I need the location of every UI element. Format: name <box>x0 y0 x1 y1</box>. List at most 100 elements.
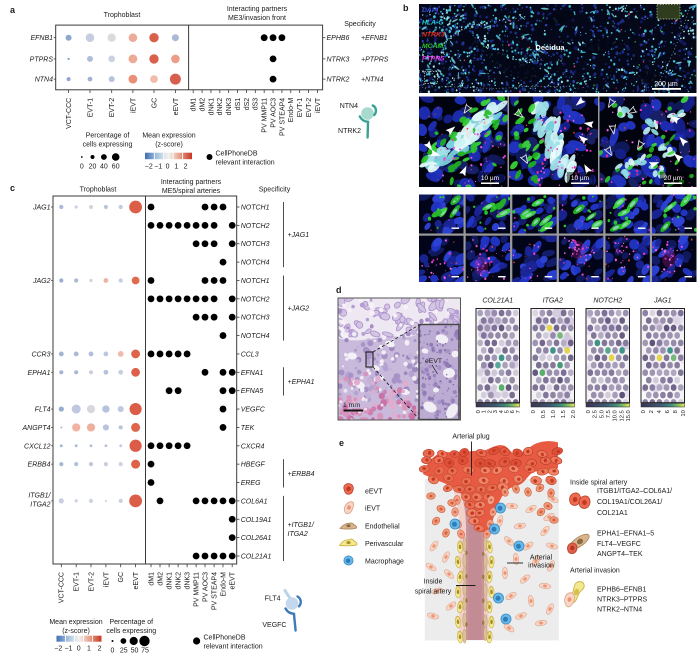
svg-text:cells expressing: cells expressing <box>83 142 133 149</box>
svg-text:NOTCH3: NOTCH3 <box>241 315 270 322</box>
svg-text:NOTCH2: NOTCH2 <box>241 296 270 303</box>
svg-text:CellPhoneDB: CellPhoneDB <box>204 635 246 642</box>
svg-text:CXCR4: CXCR4 <box>241 443 265 450</box>
svg-text:HLA-G: HLA-G <box>422 19 444 26</box>
svg-text:EREG: EREG <box>241 480 261 487</box>
svg-text:Arterial invasion: Arterial invasion <box>570 568 620 575</box>
svg-text:EVT-1: EVT-1 <box>297 98 304 118</box>
svg-text:eEVT: eEVT <box>133 571 140 589</box>
svg-text:+NTN4: +NTN4 <box>361 77 383 84</box>
svg-text:COL21A1: COL21A1 <box>241 553 272 560</box>
svg-text:40: 40 <box>100 164 108 171</box>
svg-text:Trophoblast: Trophoblast <box>80 187 117 194</box>
svg-text:Percentage of: Percentage of <box>110 619 154 626</box>
svg-text:eEVT: eEVT <box>365 489 383 496</box>
svg-text:1: 1 <box>482 410 488 413</box>
svg-text:Endothelial: Endothelial <box>365 524 400 531</box>
svg-text:+EPHA1: +EPHA1 <box>288 379 315 386</box>
svg-text:EPHA1–EFNA1–5: EPHA1–EFNA1–5 <box>597 531 654 538</box>
svg-text:dM1: dM1 <box>148 572 155 586</box>
svg-text:ITGB1/: ITGB1/ <box>28 493 51 500</box>
svg-text:0: 0 <box>531 410 537 413</box>
svg-text:60: 60 <box>112 164 120 171</box>
svg-text:d: d <box>336 285 342 295</box>
svg-text:0: 0 <box>641 410 647 413</box>
svg-text:0: 0 <box>586 410 592 413</box>
svg-text:Arterial plug: Arterial plug <box>452 434 489 441</box>
svg-text:e: e <box>339 438 344 448</box>
svg-text:NOTCH2: NOTCH2 <box>241 223 270 230</box>
svg-text:COL19A1: COL19A1 <box>241 517 272 524</box>
svg-text:NOTCH4: NOTCH4 <box>241 260 270 267</box>
svg-text:1.5: 1.5 <box>561 410 567 418</box>
svg-text:NTN4: NTN4 <box>35 77 53 84</box>
svg-text:0: 0 <box>166 164 170 171</box>
svg-text:PV AOC3: PV AOC3 <box>270 98 277 128</box>
svg-text:25: 25 <box>120 648 128 655</box>
svg-text:NTN4: NTN4 <box>340 103 358 110</box>
svg-text:4: 4 <box>499 409 505 413</box>
svg-text:Trophoblast: Trophoblast <box>104 12 141 19</box>
svg-text:EFNA1: EFNA1 <box>241 370 264 377</box>
svg-text:dNK3: dNK3 <box>226 98 233 116</box>
svg-text:VEGFC: VEGFC <box>262 622 286 629</box>
svg-text:CXCL12: CXCL12 <box>24 443 51 450</box>
svg-text:eEVT: eEVT <box>173 97 180 115</box>
svg-text:CCR3: CCR3 <box>31 351 50 358</box>
svg-text:MCAM: MCAM <box>422 43 443 50</box>
svg-text:a: a <box>10 5 16 15</box>
svg-text:relevant interaction: relevant interaction <box>204 644 263 651</box>
svg-text:dNK3: dNK3 <box>185 572 192 590</box>
svg-text:PV MMP11: PV MMP11 <box>194 572 201 607</box>
svg-text:iEVT: iEVT <box>103 571 110 587</box>
svg-text:1: 1 <box>174 164 178 171</box>
svg-text:10.0: 10.0 <box>613 410 619 421</box>
svg-text:dS1: dS1 <box>235 98 242 111</box>
svg-text:PV AOC3: PV AOC3 <box>202 572 209 602</box>
svg-text:dNK2: dNK2 <box>176 572 183 590</box>
svg-text:EVT-1: EVT-1 <box>87 98 94 118</box>
svg-text:PTPRS: PTPRS <box>422 55 445 62</box>
svg-text:JAG1: JAG1 <box>653 298 672 305</box>
svg-text:0: 0 <box>111 648 115 655</box>
svg-text:JAG2: JAG2 <box>32 278 51 285</box>
svg-text:b: b <box>403 3 409 13</box>
svg-text:20 µm: 20 µm <box>664 175 682 182</box>
svg-text:Specificity: Specificity <box>344 21 376 28</box>
svg-text:dM1: dM1 <box>191 98 198 112</box>
svg-text:PTPRS: PTPRS <box>30 56 54 63</box>
svg-text:COL21A1: COL21A1 <box>482 298 513 305</box>
svg-text:2: 2 <box>649 410 655 413</box>
svg-text:+JAG1: +JAG1 <box>288 232 310 239</box>
svg-text:dM2: dM2 <box>199 98 206 112</box>
svg-text:NTRK3–PTPRS: NTRK3–PTPRS <box>597 597 648 604</box>
svg-text:20: 20 <box>89 164 97 171</box>
svg-text:Macrophage: Macrophage <box>365 559 404 566</box>
svg-text:10: 10 <box>681 410 687 416</box>
svg-text:−1: −1 <box>154 164 162 171</box>
svg-text:HBEGF: HBEGF <box>241 462 266 469</box>
svg-text:VEGFC: VEGFC <box>241 407 266 414</box>
svg-text:Interacting partners: Interacting partners <box>161 179 222 186</box>
svg-text:8: 8 <box>673 410 679 413</box>
svg-text:2.0: 2.0 <box>571 410 577 418</box>
svg-text:EFNA5: EFNA5 <box>241 388 264 395</box>
svg-text:NOTCH2: NOTCH2 <box>593 298 622 305</box>
svg-text:EVT-2: EVT-2 <box>109 98 116 118</box>
svg-text:50: 50 <box>131 648 139 655</box>
svg-text:GC: GC <box>151 98 158 109</box>
svg-text:Perivascular: Perivascular <box>365 541 404 548</box>
svg-text:+ITGB1/: +ITGB1/ <box>288 522 315 529</box>
svg-text:COL21A1: COL21A1 <box>597 510 628 517</box>
svg-text:iEVT: iEVT <box>315 97 322 113</box>
svg-text:eEVT: eEVT <box>425 358 442 365</box>
svg-text:Endo-M: Endo-M <box>288 98 295 123</box>
svg-text:spiral artery: spiral artery <box>415 589 452 596</box>
svg-text:0.5: 0.5 <box>541 410 547 418</box>
svg-text:+ERBB4: +ERBB4 <box>288 471 315 478</box>
svg-text:−2: −2 <box>145 164 153 171</box>
svg-text:1: 1 <box>87 646 91 653</box>
svg-text:iEVT: iEVT <box>365 506 381 513</box>
svg-text:ME3/invasion front: ME3/invasion front <box>228 15 286 22</box>
svg-text:GC: GC <box>118 572 125 583</box>
